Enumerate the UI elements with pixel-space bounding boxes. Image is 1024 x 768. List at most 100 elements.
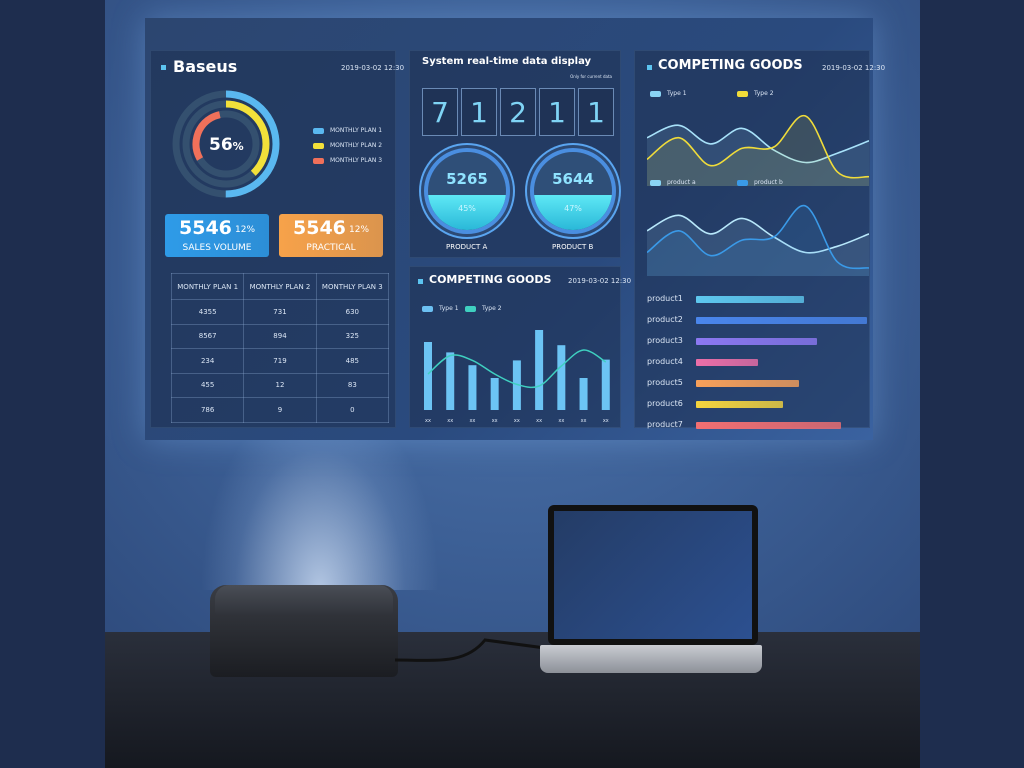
bar bbox=[468, 365, 477, 410]
x-tick-label: xx bbox=[558, 418, 564, 424]
flip-digit: 7 bbox=[422, 88, 458, 136]
bar bbox=[579, 378, 588, 410]
card-label: SALES VOLUME bbox=[182, 243, 252, 253]
gauge-value: 5644 bbox=[552, 170, 594, 188]
card-label: PRACTICAL bbox=[306, 243, 356, 253]
bar bbox=[490, 378, 499, 410]
product-label: product1 bbox=[647, 294, 683, 303]
table-row: 786 9 0 bbox=[170, 397, 390, 423]
table-cell: 894 bbox=[243, 323, 317, 349]
competing-right-panel: COMPETING GOODS 2019-03-02 12:30 Type 1 … bbox=[634, 50, 885, 429]
ring-legend-item: MONTHLY PLAN 1 bbox=[313, 127, 382, 134]
table-row: 234 719 485 bbox=[170, 348, 390, 374]
legend-label: Type 2 bbox=[482, 305, 502, 312]
table-cell: 12 bbox=[243, 372, 317, 398]
line-chart-type bbox=[647, 115, 869, 186]
brand-logo: Baseus bbox=[173, 57, 238, 76]
projector-top bbox=[215, 585, 393, 615]
product-label: product4 bbox=[647, 357, 683, 366]
legend-label: MONTHLY PLAN 1 bbox=[330, 127, 383, 134]
product-a-label: PRODUCT A bbox=[446, 243, 488, 251]
table-row: 4355 731 630 bbox=[170, 299, 390, 325]
ring-arc bbox=[172, 90, 280, 198]
realtime-title: System real-time data display bbox=[422, 56, 592, 67]
ring-chart bbox=[172, 90, 280, 198]
product-label: product6 bbox=[647, 399, 683, 408]
product-bar bbox=[696, 296, 804, 303]
legend-swatch bbox=[422, 305, 433, 312]
brand-panel: Baseus 2019-03-02 12:30 56% MONTHLY PLAN… bbox=[150, 50, 404, 428]
laptop-keyboard bbox=[540, 645, 762, 673]
bullet-icon bbox=[647, 65, 652, 70]
product-b-gauge: 5644 47% bbox=[530, 148, 616, 234]
series-line bbox=[647, 115, 869, 179]
product-bar bbox=[696, 380, 799, 387]
legend-swatch bbox=[650, 90, 661, 97]
flip-digit: 2 bbox=[500, 88, 536, 136]
bar bbox=[424, 342, 432, 410]
card-value: 5546 bbox=[293, 217, 346, 239]
table-cell: 731 bbox=[243, 299, 317, 325]
x-tick-label: xx bbox=[447, 418, 453, 424]
date: 2019-03-02 12:30 bbox=[822, 64, 886, 72]
legend-swatch bbox=[465, 305, 476, 312]
column-header: MONTHLY PLAN 3 bbox=[315, 273, 390, 300]
series-line bbox=[647, 205, 869, 270]
date: 2019-03-02 12:30 bbox=[568, 277, 632, 285]
ring-unit: % bbox=[232, 140, 244, 153]
legend-label: Type 2 bbox=[754, 90, 774, 97]
legend-label: MONTHLY PLAN 3 bbox=[330, 157, 383, 164]
x-tick-label: xx bbox=[603, 418, 609, 424]
legend-type2: Type 2 bbox=[737, 90, 774, 97]
ring-arc bbox=[182, 100, 270, 188]
table-cell: 0 bbox=[315, 397, 390, 423]
ring-center-value: 56% bbox=[209, 135, 244, 155]
flip-digit: 1 bbox=[539, 88, 575, 136]
gauge-pct: 47% bbox=[564, 204, 582, 213]
product-label: product7 bbox=[647, 420, 683, 429]
legend-product-b: product b bbox=[737, 179, 783, 186]
table-cell: 786 bbox=[170, 397, 245, 423]
table-header-row: MONTHLY PLAN 1 MONTHLY PLAN 2 MONTHLY PLAN… bbox=[170, 273, 390, 300]
legend-swatch bbox=[737, 90, 748, 97]
legend-label: product b bbox=[754, 179, 783, 186]
bar-panel-title: COMPETING GOODS bbox=[429, 273, 552, 286]
x-tick-label: xx bbox=[425, 418, 431, 424]
hdmi-cable bbox=[395, 638, 546, 662]
ring-legend-item: MONTHLY PLAN 2 bbox=[313, 142, 382, 149]
table-cell: 325 bbox=[315, 323, 390, 349]
x-tick-label: xx bbox=[514, 418, 520, 424]
bullet-icon bbox=[161, 65, 166, 70]
type2-line bbox=[427, 349, 607, 389]
legend-swatch bbox=[737, 179, 748, 186]
legend-label: MONTHLY PLAN 2 bbox=[330, 142, 383, 149]
x-tick-label: xx bbox=[469, 418, 475, 424]
area-fill bbox=[647, 125, 869, 186]
gauge-pct: 45% bbox=[458, 204, 476, 213]
ring-value: 56 bbox=[209, 135, 233, 155]
flip-digit: 1 bbox=[578, 88, 614, 136]
legend-swatch bbox=[313, 142, 324, 149]
legend-type2: Type 2 bbox=[465, 305, 502, 312]
legend-label: Type 1 bbox=[439, 305, 459, 312]
product-label: product2 bbox=[647, 315, 683, 324]
flip-digit: 1 bbox=[461, 88, 497, 136]
line-chart-product bbox=[647, 205, 869, 276]
product-b-label: PRODUCT B bbox=[552, 243, 594, 251]
table-cell: 8567 bbox=[170, 323, 245, 349]
card-pct: 12% bbox=[349, 225, 370, 235]
product-bar bbox=[696, 401, 784, 408]
bar bbox=[601, 359, 610, 410]
product-bar bbox=[696, 317, 867, 324]
column-header: MONTHLY PLAN 2 bbox=[243, 273, 317, 300]
practical-card: 5546 12% PRACTICAL bbox=[279, 214, 383, 257]
sales-volume-card: 5546 12% SALES VOLUME bbox=[165, 214, 269, 257]
legend-type1: Type 1 bbox=[650, 90, 687, 97]
legend-product-a: product a bbox=[650, 179, 696, 186]
date: 2019-03-02 12:30 bbox=[341, 64, 405, 72]
series-line bbox=[647, 124, 869, 164]
table-cell: 719 bbox=[243, 348, 317, 374]
legend-swatch bbox=[650, 179, 661, 186]
bar bbox=[446, 352, 455, 410]
product-bar bbox=[696, 338, 818, 345]
